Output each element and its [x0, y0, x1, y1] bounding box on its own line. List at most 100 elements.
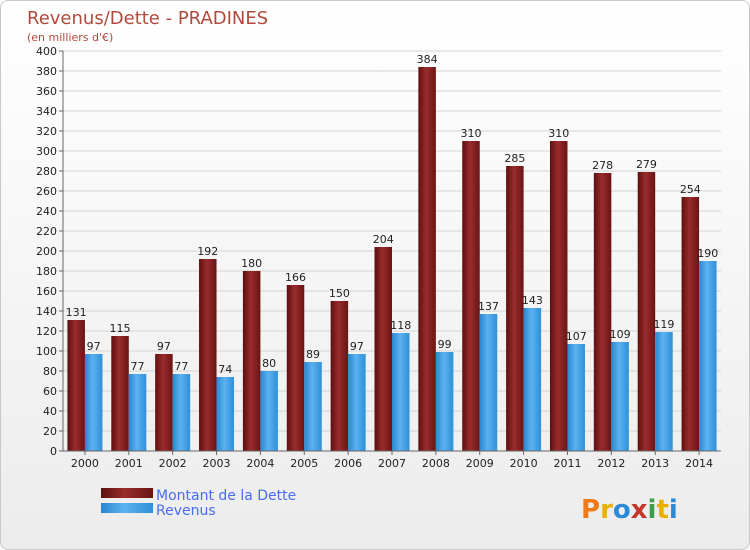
data-label-debt: 254: [680, 183, 701, 196]
data-label-revenus: 143: [522, 294, 543, 307]
bar-revenus: [479, 314, 498, 451]
bar-debt: [418, 67, 436, 451]
legend: Montant de la Dette Revenus: [101, 488, 296, 519]
data-label-debt: 310: [460, 127, 481, 140]
data-label-revenus: 77: [174, 360, 188, 373]
y-tick-label: 300: [36, 145, 57, 158]
y-tick-label: 400: [36, 45, 57, 58]
x-axis-ticks: 2000 2001 2002 2003 2004 2005 2006 2007 2008 2009…: [71, 451, 713, 470]
data-label-debt: 384: [417, 53, 438, 66]
data-label-revenus: 99: [438, 338, 452, 351]
x-tick-label: 2011: [553, 457, 581, 470]
y-tick-label: 140: [36, 305, 57, 318]
bar-revenus: [435, 352, 454, 451]
data-label-debt: 278: [592, 159, 613, 172]
legend-label-revenus: Revenus: [156, 503, 216, 519]
x-tick-label: 2006: [334, 457, 362, 470]
x-tick-label: 2014: [685, 457, 713, 470]
x-tick-label: 2010: [510, 457, 538, 470]
data-label-revenus: 80: [262, 357, 276, 370]
bar-debt: [242, 271, 261, 451]
bar-debt: [681, 197, 700, 451]
data-label-debt: 115: [110, 322, 131, 335]
bar-revenus: [128, 374, 147, 451]
y-tick-label: 160: [36, 285, 57, 298]
x-tick-label: 2002: [159, 457, 187, 470]
data-label-debt: 279: [636, 158, 657, 171]
bars: [67, 67, 717, 451]
y-tick-label: 220: [36, 225, 57, 238]
data-labels: 1319711577977719274180801668915097204118…: [66, 53, 719, 376]
y-tick-label: 380: [36, 65, 57, 78]
bar-revenus: [260, 371, 278, 451]
bar-revenus: [172, 374, 191, 451]
data-label-debt: 97: [157, 340, 171, 353]
bar-revenus: [348, 354, 366, 451]
data-label-revenus: 74: [218, 363, 232, 376]
bar-revenus: [84, 354, 103, 451]
legend-swatch-revenus: [101, 503, 153, 513]
x-tick-label: 2007: [378, 457, 406, 470]
data-label-revenus: 77: [131, 360, 145, 373]
bar-revenus: [567, 344, 585, 451]
x-tick-label: 2005: [290, 457, 318, 470]
chart-title: Revenus/Dette - PRADINES: [27, 8, 268, 29]
y-tick-label: 240: [36, 205, 57, 218]
y-tick-label: 0: [50, 445, 57, 458]
x-tick-label: 2003: [203, 457, 231, 470]
chart-subtitle: (en milliers d'€): [27, 31, 113, 44]
bar-debt: [593, 173, 612, 451]
y-tick-label: 280: [36, 165, 57, 178]
y-tick-label: 360: [36, 85, 57, 98]
data-label-revenus: 137: [478, 300, 499, 313]
x-tick-label: 2013: [641, 457, 669, 470]
bar-debt: [111, 336, 129, 451]
bar-debt: [506, 166, 524, 451]
bar-revenus: [655, 332, 673, 451]
bar-debt: [67, 320, 85, 451]
x-tick-label: 2001: [115, 457, 143, 470]
y-tick-label: 320: [36, 125, 57, 138]
bar-debt: [155, 354, 173, 451]
bar-revenus: [304, 362, 322, 451]
proxiti-logo: Proxiti: [581, 495, 678, 525]
data-label-debt: 310: [548, 127, 569, 140]
y-tick-label: 40: [43, 405, 57, 418]
x-tick-label: 2004: [246, 457, 274, 470]
bar-revenus: [216, 377, 235, 451]
data-label-revenus: 107: [566, 330, 587, 343]
data-label-debt: 131: [66, 306, 87, 319]
x-tick-label: 2012: [597, 457, 625, 470]
bar-debt: [549, 141, 568, 451]
bar-revenus: [392, 333, 410, 451]
y-tick-label: 60: [43, 385, 57, 398]
bar-debt: [462, 141, 480, 451]
x-tick-label: 2008: [422, 457, 450, 470]
bar-debt: [330, 301, 349, 451]
bar-debt: [374, 247, 392, 451]
x-tick-label: 2009: [466, 457, 494, 470]
data-label-debt: 150: [329, 287, 350, 300]
y-tick-label: 80: [43, 365, 57, 378]
y-tick-label: 340: [36, 105, 57, 118]
y-tick-label: 180: [36, 265, 57, 278]
y-tick-label: 260: [36, 185, 57, 198]
data-label-revenus: 118: [390, 319, 411, 332]
y-tick-label: 120: [36, 325, 57, 338]
data-label-revenus: 190: [697, 247, 718, 260]
data-label-revenus: 89: [306, 348, 320, 361]
bar-revenus: [611, 342, 629, 451]
data-label-debt: 180: [241, 257, 262, 270]
data-label-debt: 285: [504, 152, 525, 165]
data-label-revenus: 109: [610, 328, 631, 341]
y-tick-label: 100: [36, 345, 57, 358]
bar-debt: [286, 285, 305, 451]
y-tick-label: 20: [43, 425, 57, 438]
data-label-debt: 204: [373, 233, 394, 246]
bar-revenus: [699, 261, 717, 451]
data-label-revenus: 97: [350, 340, 364, 353]
data-label-revenus: 119: [653, 318, 674, 331]
bar-debt: [199, 259, 217, 451]
